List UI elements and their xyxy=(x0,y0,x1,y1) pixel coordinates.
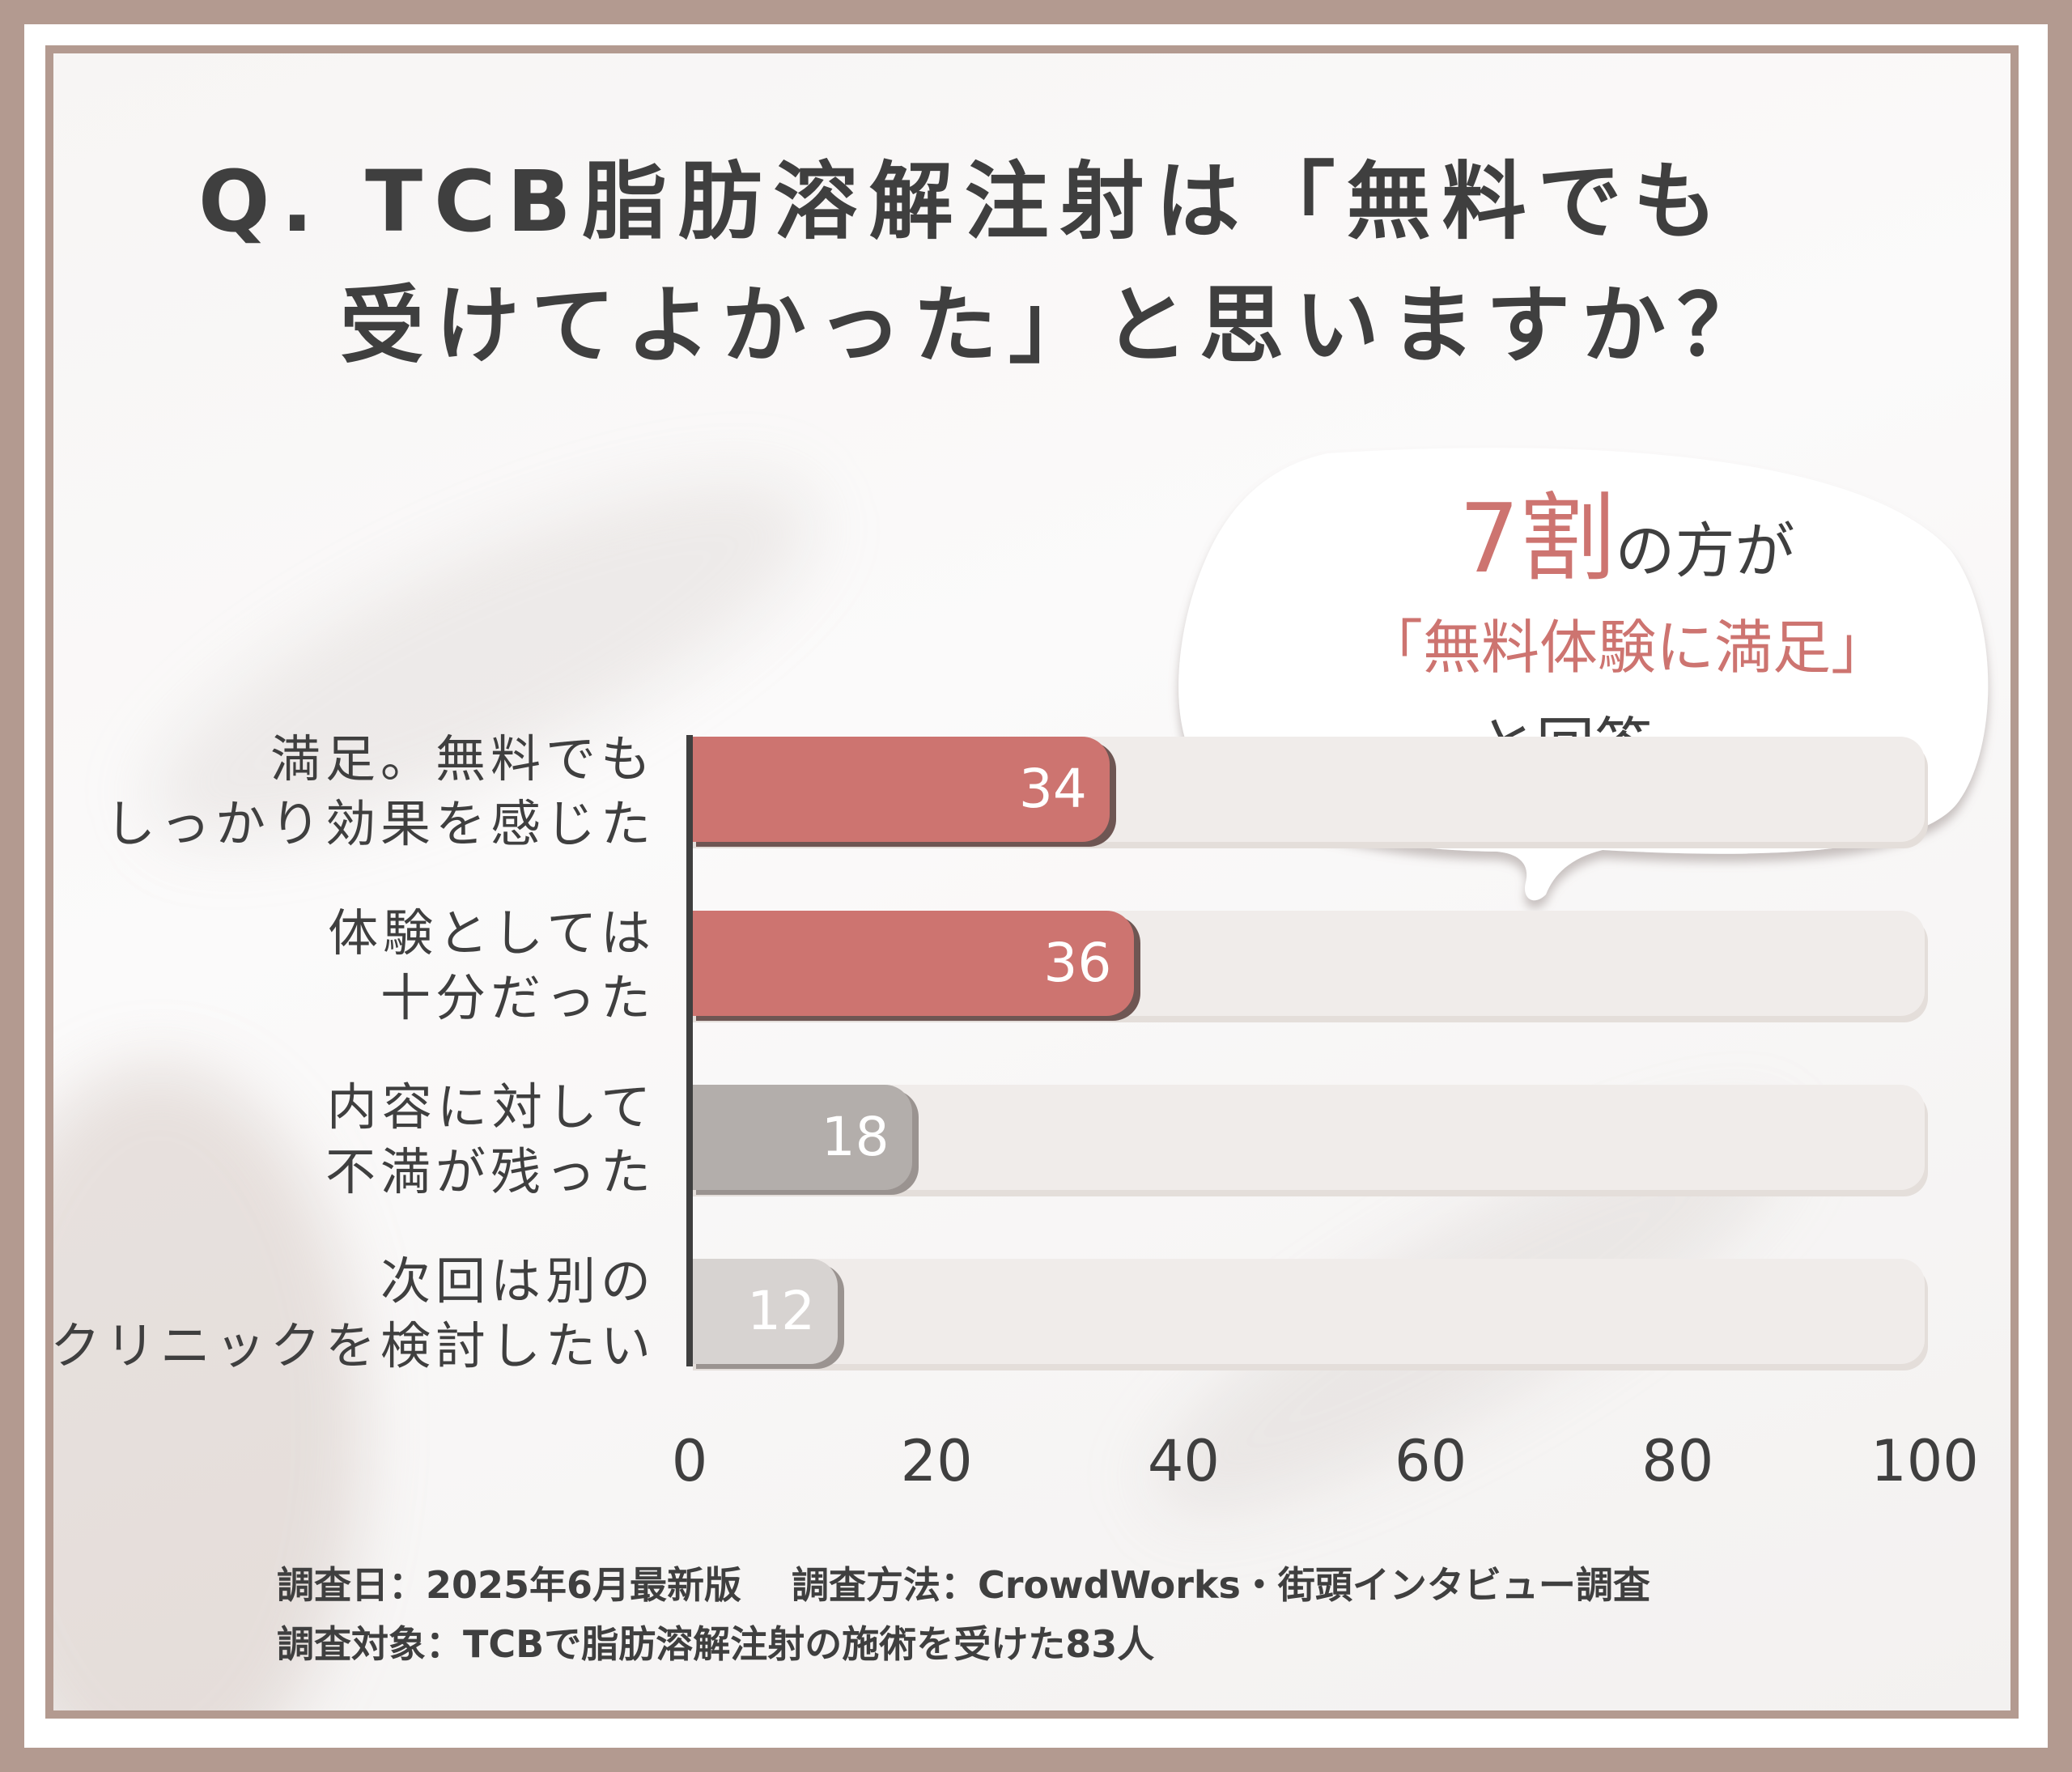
category-label-line: 十分だった xyxy=(380,968,656,1027)
category-label: 体験としては十分だった xyxy=(328,901,656,1030)
bar-4 xyxy=(690,1259,839,1364)
background-shadow xyxy=(53,1065,361,1710)
bar-value-label: 12 xyxy=(747,1280,816,1342)
x-tick-label: 60 xyxy=(1395,1428,1467,1494)
category-label: 次回は別の クリニックを検討したい xyxy=(50,1249,656,1379)
bar-1 xyxy=(690,737,1110,842)
callout-line1-rest: の方が xyxy=(1615,516,1795,586)
category-label: 内容に対して 不満が残った xyxy=(325,1075,656,1205)
category-label: 満足。無料でもしっかり効果を感じた xyxy=(105,727,656,856)
callout-line2: 「無料体験に満足」 xyxy=(1364,614,1889,682)
x-tick-label: 0 xyxy=(671,1428,708,1494)
callout-highlight: 7割 xyxy=(1458,482,1616,594)
category-label-line: 体験としては xyxy=(328,903,656,962)
chart-title-line2: 受けてよかった」と思いますか？ xyxy=(340,276,1773,375)
bar-track xyxy=(690,1259,1925,1364)
bar-3 xyxy=(690,1085,912,1190)
bar-value-label: 34 xyxy=(1018,758,1087,820)
x-tick-label: 40 xyxy=(1147,1428,1220,1494)
category-label-line: 次回は別の xyxy=(380,1251,656,1311)
bar-2 xyxy=(690,911,1135,1016)
chart-title-line1: Q. TCB脂肪溶解注射は「無料でも xyxy=(198,152,1729,251)
bar-value-label: 18 xyxy=(821,1106,890,1168)
category-label-line: しっかり効果を感じた xyxy=(104,794,656,853)
callout-line1: 7割の方が xyxy=(1344,486,1910,620)
category-label-line: 内容に対して xyxy=(326,1077,656,1137)
footnote-survey-target: 調査対象：TCBで脂肪溶解注射の施術を受けた83人 xyxy=(277,1622,1155,1666)
bar-value-label: 36 xyxy=(1043,932,1112,994)
footnote-survey-info: 調査日：2025年6月最新版 調査方法：CrowdWorks・街頭インタビュー調… xyxy=(277,1563,1650,1607)
x-tick-label: 100 xyxy=(1870,1428,1979,1494)
category-label-line: 満足。無料でも xyxy=(270,729,656,788)
category-label-line: クリニックを検討したい xyxy=(49,1316,656,1375)
x-tick-label: 20 xyxy=(900,1428,973,1494)
x-tick-label: 80 xyxy=(1641,1428,1714,1494)
category-label-line: 不満が残った xyxy=(325,1142,656,1201)
category-axis-line xyxy=(686,735,693,1366)
